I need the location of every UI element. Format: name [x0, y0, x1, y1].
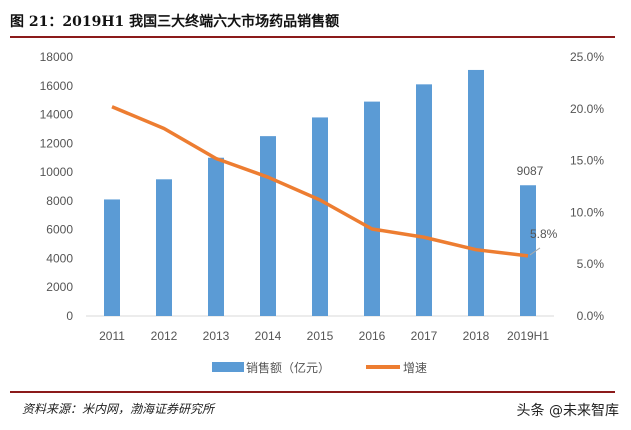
x-axis-tick: 2011: [99, 329, 125, 343]
legend-bar-swatch: [212, 362, 244, 372]
x-axis-tick: 2014: [255, 329, 282, 343]
right-axis-tick: 0.0%: [577, 309, 605, 323]
label-leader: [529, 247, 541, 256]
left-axis-tick: 8000: [46, 194, 73, 208]
source-note: 资料来源：米内网，渤海证券研究所: [22, 402, 215, 416]
right-axis-tick: 20.0%: [570, 102, 604, 116]
left-axis-tick: 6000: [46, 223, 73, 237]
bar-2012: [156, 179, 172, 316]
x-axis-tick: 2018: [463, 329, 490, 343]
left-axis-tick: 10000: [40, 165, 74, 179]
x-axis-tick: 2015: [307, 329, 334, 343]
top-rule: [10, 36, 615, 38]
bar-2016: [364, 101, 380, 316]
left-axis-tick: 18000: [40, 50, 74, 64]
right-axis-tick: 10.0%: [570, 205, 604, 219]
growth-line: [111, 105, 529, 258]
left-axis-tick: 12000: [40, 136, 74, 150]
x-axis-tick: 2012: [151, 329, 178, 343]
bar-2018: [468, 69, 484, 316]
bar-2014: [260, 136, 276, 316]
bar-2019H1: [520, 185, 536, 316]
watermark: 头条 @未来智库: [516, 403, 619, 419]
right-axis-tick: 25.0%: [570, 50, 604, 64]
x-axis-tick: 2016: [359, 329, 386, 343]
left-axis-tick: 0: [66, 309, 73, 323]
x-axis-tick: 2013: [203, 329, 230, 343]
bottom-rule: [10, 391, 615, 393]
left-axis-tick: 2000: [46, 280, 73, 294]
chart-svg: 0 2000 4000 6000 8000 10000 12000 14000 16000 180…: [40, 50, 605, 375]
bar-data-label: 9087: [517, 164, 544, 178]
figure-title: 图 21：2019H1 我国三大终端六大市场药品销售额: [10, 14, 340, 30]
bar-2017: [416, 84, 432, 316]
x-axis-tick: 2017: [411, 329, 438, 343]
left-axis-tick: 4000: [46, 251, 73, 265]
legend-bar-label: 销售额（亿元）: [246, 360, 330, 375]
x-axis-tick: 2019H1: [507, 329, 549, 343]
right-axis-tick: 5.0%: [577, 257, 605, 271]
left-axis-tick: 14000: [40, 108, 74, 122]
left-axis-tick: 16000: [40, 79, 74, 93]
bar-2013: [208, 157, 224, 316]
right-axis-tick: 15.0%: [570, 154, 604, 168]
line-data-label: 5.8%: [530, 227, 558, 241]
bar-2015: [312, 117, 328, 316]
legend-line-label: 增速: [403, 361, 427, 375]
bar-2011: [104, 199, 120, 316]
